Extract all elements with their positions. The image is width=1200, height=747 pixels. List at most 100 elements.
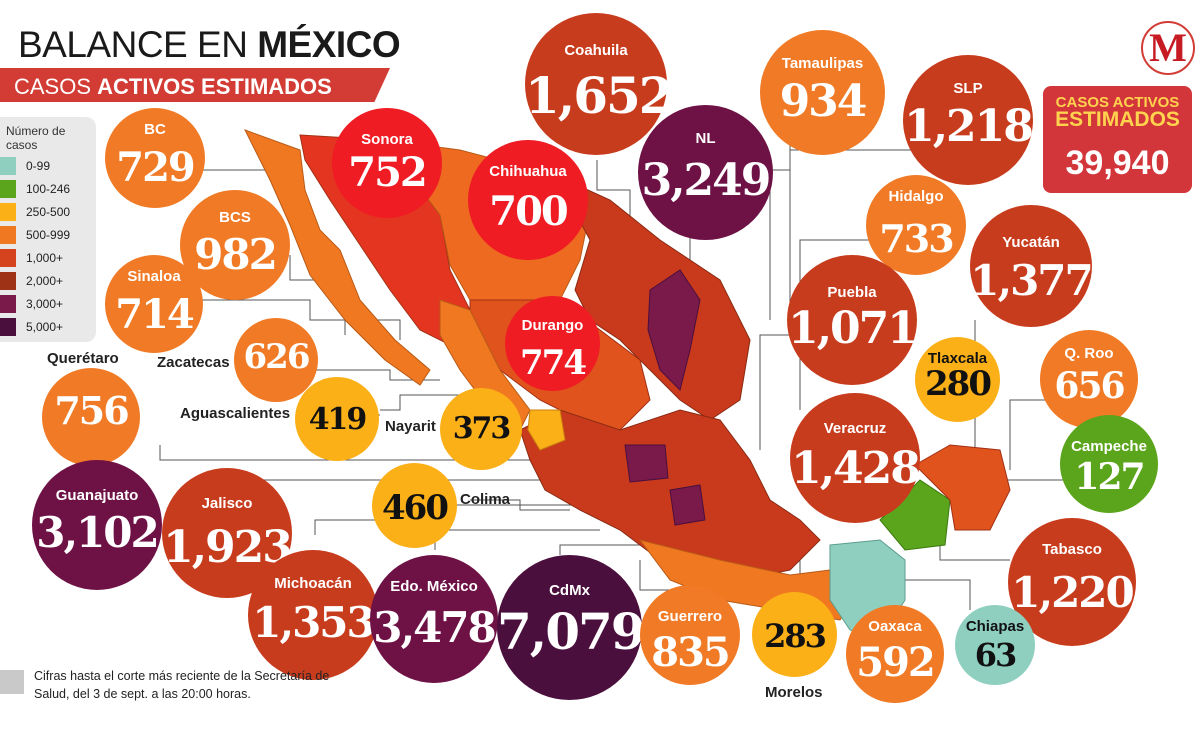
milenio-logo: M [1141,21,1195,75]
state-value: 127 [1074,456,1145,498]
state-value: 700 [489,188,569,235]
bubble-tlaxcala: Tlaxcala 280 [915,337,1000,422]
state-value: 283 [764,617,827,655]
bubble-zacatecas: 626 [234,318,318,402]
label-aguascalientes: Aguascalientes [180,405,291,422]
state-name: Tlaxcala [927,350,988,367]
legend-item: 250-500 [0,203,96,221]
bubble-oaxaca: Oaxaca 592 [846,605,944,703]
bubble-campeche: Campeche 127 [1060,415,1158,513]
state-value: 460 [382,488,449,528]
state-name: BCS [219,209,251,226]
state-value: 714 [115,291,195,338]
state-name: Campeche [1071,438,1147,455]
bubble-guerrero: Guerrero 835 [640,585,740,685]
state-value: 835 [651,629,731,676]
bubble-tamaulipas: Tamaulipas 934 [760,30,885,155]
bubble-cdmx: CdMx 7,079 [497,555,646,700]
state-value: 626 [243,337,311,377]
legend-item: 3,000+ [0,295,96,313]
state-value: 1,218 [904,101,1034,152]
state-name: CdMx [549,582,590,599]
legend-swatch [0,203,16,221]
state-value: 1,353 [252,598,376,647]
page-title: BALANCE EN MÉXICO [18,24,401,65]
legend-item: 1,000+ [0,249,96,267]
state-name: Chihuahua [489,163,567,180]
state-value: 373 [452,411,512,446]
bubble-veracruz: Veracruz 1,428 [790,393,921,523]
bubble-puebla: Puebla 1,071 [787,255,918,385]
map-nuevo-leon [647,269,701,391]
state-value: 1,220 [1011,568,1135,617]
bubble-nayarit: 373 [440,388,522,470]
bubble-chihuahua: Chihuahua 700 [468,140,588,260]
label-queretaro: Querétaro [47,350,119,367]
bubble-durango: Durango 774 [505,296,600,391]
legend-item: 5,000+ [0,318,96,336]
bubble-bcs: BCS 982 [180,190,290,300]
label-colima: Colima [460,491,511,508]
state-name: SLP [953,80,983,97]
legend-item: 500-999 [0,226,96,244]
legend-item: 100-246 [0,180,96,198]
state-name: NL [695,130,716,147]
state-name: Michoacán [274,575,352,592]
state-value: 982 [194,230,278,279]
state-name: Guanajuato [55,487,139,504]
state-name: Veracruz [823,420,887,437]
total-label-line2: ESTIMADOS [1055,108,1180,131]
map-aguascalientes [527,409,566,451]
state-name: Coahuila [564,42,628,59]
state-value: 733 [879,216,954,261]
state-value: 7,079 [497,602,646,661]
label-morelos: Morelos [765,684,823,701]
state-name: Durango [521,317,584,334]
legend-swatch [0,272,16,290]
bubble-queretaro: 756 [42,368,140,466]
state-value: 774 [520,343,587,383]
state-value: 3,102 [36,508,160,557]
legend-swatch [0,318,16,336]
map-edomex [669,484,706,526]
state-name: Tamaulipas [781,55,864,72]
state-value: 1,377 [970,256,1094,305]
bubble-coahuila: Coahuila 1,652 [525,13,674,155]
bubble-aguascalientes: 419 [295,377,379,461]
bubble-guanajuato: Guanajuato 3,102 [32,460,162,590]
label-nayarit: Nayarit [385,418,436,435]
state-name: Yucatán [1002,234,1060,251]
legend-swatch [0,180,16,198]
state-value: 1,071 [788,303,918,354]
footnote: Cifras hasta el corte más reciente de la… [34,669,330,701]
bubble-nl: NL 3,249 [638,105,773,240]
state-name: Chiapas [965,618,1025,635]
bubble-yucatan: Yucatán 1,377 [970,205,1094,327]
state-value: 1,923 [163,522,293,573]
state-value: 3,478 [373,603,497,652]
total-label-line1: CASOS ACTIVOS [1055,94,1180,111]
map-baja-california [243,129,431,386]
state-value: 280 [925,364,992,404]
state-name: Oaxaca [868,618,922,635]
label-zacatecas: Zacatecas [157,354,230,371]
state-name: BC [144,121,166,138]
bubble-edomex: Edo. México 3,478 [370,555,498,683]
state-name: Guerrero [657,608,723,625]
page-subtitle: CASOS ACTIVOS ESTIMADOS [14,74,332,99]
legend-swatch [0,157,16,175]
legend: Número de casos 0-99 100-246 250-500 500… [0,117,96,342]
state-value: 592 [856,639,936,686]
state-value: 729 [116,144,196,191]
bubble-sonora: Sonora 752 [332,108,442,218]
state-value: 656 [1054,365,1125,407]
bubble-hidalgo: Hidalgo 733 [866,175,966,275]
legend-item: 2,000+ [0,272,96,290]
subtitle-bar [0,68,390,102]
state-value: 3,249 [641,155,772,206]
map-central [519,409,821,581]
bubble-chiapas: Chiapas 63 [955,605,1035,685]
bubble-sinaloa: Sinaloa 714 [105,255,203,353]
legend-swatch [0,226,16,244]
